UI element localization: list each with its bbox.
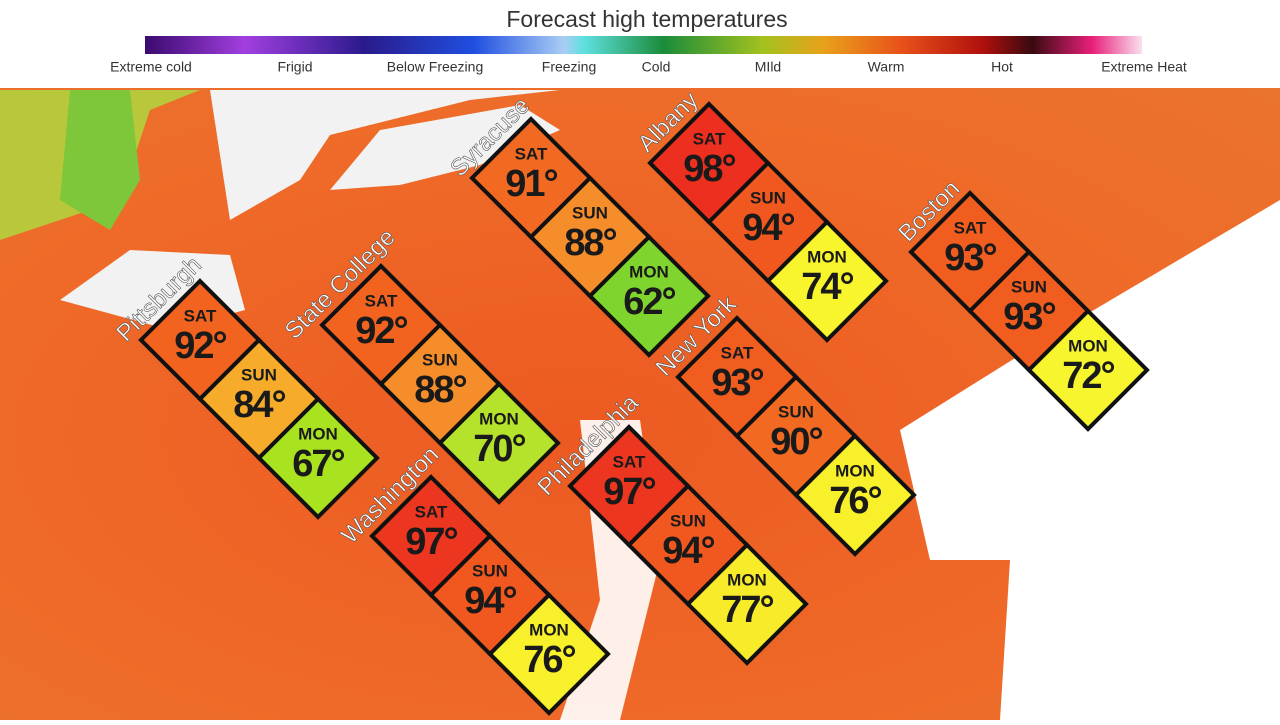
day-label: SAT [721, 343, 754, 362]
lake-ontario [330, 105, 560, 190]
temperature: 92° [355, 310, 407, 352]
temperature: 91° [505, 163, 557, 205]
day-label: SAT [365, 291, 398, 310]
day-label: SUN [572, 203, 608, 222]
temperature: 72° [1062, 355, 1114, 397]
legend-label: Warm [868, 59, 905, 75]
legend-label: Freezing [542, 59, 596, 75]
temperature: 92° [174, 325, 226, 367]
temperature: 94° [662, 530, 714, 572]
day-label: MON [807, 247, 847, 266]
cooler-region [60, 90, 140, 230]
forecast-tile [437, 381, 561, 505]
legend-label: Extreme cold [110, 59, 192, 75]
temperature: 88° [564, 222, 616, 264]
temperature: 70° [473, 428, 525, 470]
legend-bar [145, 36, 1142, 54]
legend-label: Frigid [277, 59, 312, 75]
forecast-tile [487, 592, 611, 716]
day-label: MON [629, 262, 669, 281]
day-label: SUN [778, 402, 814, 421]
temperature: 90° [770, 421, 822, 463]
day-label: MON [529, 620, 569, 639]
forecast-tile [685, 542, 809, 666]
temperature: 93° [1003, 296, 1055, 338]
temperature: 76° [829, 480, 881, 522]
forecast-tile [793, 433, 917, 557]
temperature: 84° [233, 384, 285, 426]
canada [210, 90, 560, 220]
temperature: 94° [742, 207, 794, 249]
day-label: MON [727, 570, 767, 589]
temperature: 98° [683, 148, 735, 190]
day-label: SAT [954, 218, 987, 237]
day-label: SUN [670, 511, 706, 530]
legend-label: MIld [755, 59, 781, 75]
temperature: 93° [944, 237, 996, 279]
day-label: SUN [472, 561, 508, 580]
legend-label: Cold [642, 59, 671, 75]
day-label: SAT [613, 452, 646, 471]
day-label: SUN [422, 350, 458, 369]
temperature: 74° [801, 266, 853, 308]
temperature: 67° [292, 443, 344, 485]
temperature: 76° [523, 639, 575, 681]
title: Forecast high temperatures [506, 6, 787, 32]
day-label: MON [479, 409, 519, 428]
day-label: MON [298, 424, 338, 443]
forecast-tile [1026, 308, 1150, 432]
temperature: 88° [414, 369, 466, 411]
day-label: SUN [750, 188, 786, 207]
forecast-tile [765, 219, 889, 343]
day-label: SUN [241, 365, 277, 384]
day-label: MON [835, 461, 875, 480]
day-label: SAT [693, 129, 726, 148]
forecast-tile [587, 234, 711, 358]
day-label: SUN [1011, 277, 1047, 296]
legend: Extreme cold Frigid Below Freezing Freezing… [110, 59, 1187, 75]
temperature: 97° [603, 471, 655, 513]
legend-label: Extreme Heat [1101, 59, 1187, 75]
day-label: SAT [515, 144, 548, 163]
temperature: 94° [464, 580, 516, 622]
ocean [900, 200, 1280, 720]
legend-label: Hot [991, 59, 1013, 75]
legend-label: Below Freezing [387, 59, 484, 75]
temperature: 62° [623, 281, 675, 323]
day-label: SAT [415, 502, 448, 521]
day-label: MON [1068, 336, 1108, 355]
temperature: 97° [405, 521, 457, 563]
forecast-tile [256, 396, 380, 520]
temperature: 77° [721, 589, 773, 631]
temperature: 93° [711, 362, 763, 404]
day-label: SAT [184, 306, 217, 325]
